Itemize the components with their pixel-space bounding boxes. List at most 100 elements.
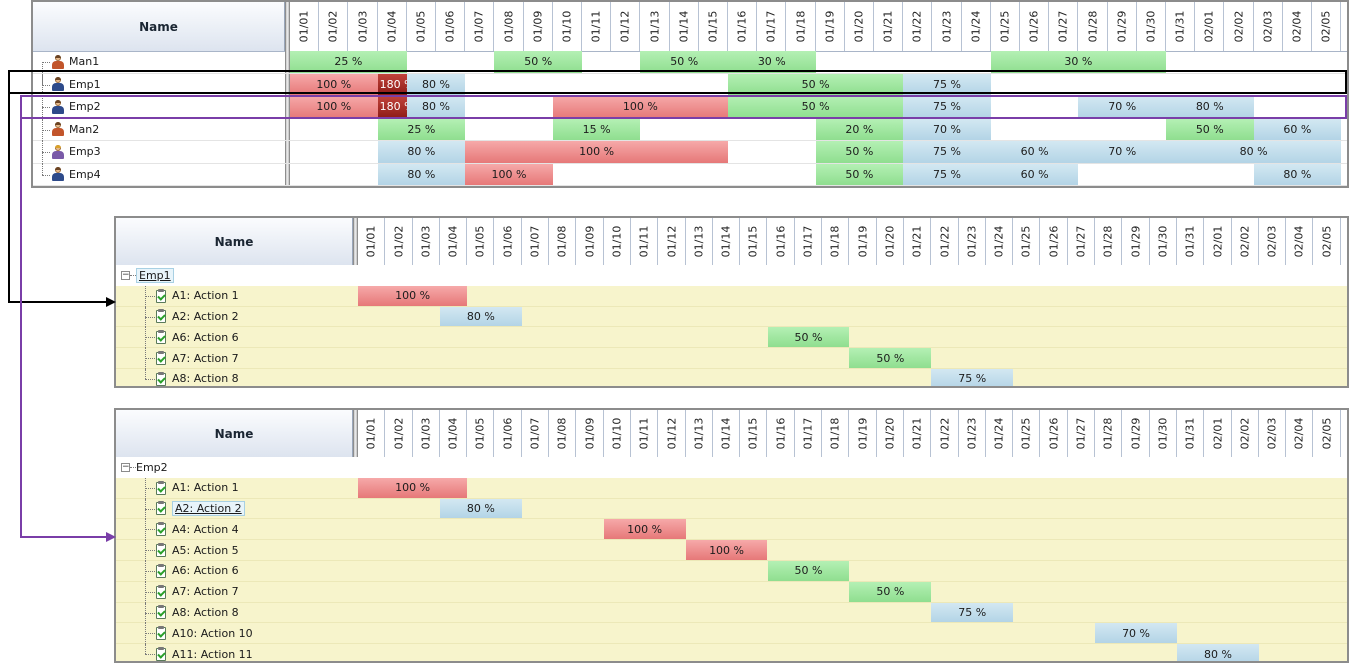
allocation-bar[interactable]: 75 % xyxy=(903,73,991,95)
allocation-bar[interactable]: 80 % xyxy=(406,96,466,118)
task-label[interactable]: A5: Action 5 xyxy=(154,540,239,560)
resource-label[interactable]: Emp4 xyxy=(51,164,101,186)
allocation-bar[interactable]: 100 % xyxy=(290,73,378,95)
allocation-bar[interactable]: 50 % xyxy=(767,327,850,348)
resource-label[interactable]: Man2 xyxy=(51,119,99,141)
task-row[interactable]: A8: Action 8 75 % xyxy=(116,369,1347,386)
task-label[interactable]: A2: Action 2 xyxy=(154,307,239,327)
allocation-bar[interactable]: 100 % xyxy=(358,285,468,306)
resource-label[interactable]: Man1 xyxy=(51,51,99,73)
allocation-bar[interactable]: 50 % xyxy=(849,348,932,368)
allocation-bar[interactable]: 100 % xyxy=(290,96,378,118)
resource-label[interactable]: Emp3 xyxy=(51,141,101,163)
allocation-bar[interactable]: 100 % xyxy=(552,96,728,118)
allocation-bar[interactable]: 80 % xyxy=(1177,644,1259,661)
task-row[interactable]: A2: Action 2 80 % xyxy=(116,498,1347,520)
allocation-bar[interactable]: 75 % xyxy=(903,163,991,185)
allocation-bar[interactable]: 80 % xyxy=(1253,163,1342,185)
allocation-bar[interactable]: 50 % xyxy=(640,51,728,73)
task-label[interactable]: A8: Action 8 xyxy=(154,603,239,623)
grid-splitter[interactable] xyxy=(285,2,290,186)
allocation-bar[interactable]: 75 % xyxy=(931,602,1014,623)
allocation-bar[interactable]: 100 % xyxy=(465,141,728,163)
collapse-toggle-icon[interactable]: − xyxy=(121,462,130,472)
overview-row-emp3[interactable]: Emp3 80 % 100 % 50 % 75 % 60 % 70 % 80 % xyxy=(33,141,1347,164)
resource-label[interactable]: Emp1 xyxy=(51,74,101,96)
name-column-header[interactable]: Name xyxy=(33,2,285,51)
allocation-bar[interactable]: 15 % xyxy=(552,118,641,140)
task-label[interactable]: A6: Action 6 xyxy=(154,327,239,347)
task-row[interactable]: A11: Action 11 80 % xyxy=(116,644,1347,661)
task-row[interactable]: A7: Action 7 50 % xyxy=(116,348,1347,369)
allocation-bar[interactable]: 60 % xyxy=(1253,118,1342,140)
allocation-bar[interactable]: 50 % xyxy=(815,141,904,163)
allocation-bar[interactable]: 50 % xyxy=(1166,118,1254,140)
allocation-bar[interactable]: 80 % xyxy=(377,163,466,185)
allocation-bar[interactable]: 70 % xyxy=(1078,141,1166,163)
task-row[interactable]: A8: Action 8 75 % xyxy=(116,602,1347,624)
task-label[interactable]: A11: Action 11 xyxy=(154,644,253,661)
allocation-bar[interactable]: 50 % xyxy=(767,561,850,581)
task-label[interactable]: A7: Action 7 xyxy=(154,582,239,602)
task-row[interactable]: A2: Action 2 80 % xyxy=(116,306,1347,328)
task-row[interactable]: A5: Action 5 100 % xyxy=(116,540,1347,561)
allocation-bar[interactable]: 100 % xyxy=(603,519,686,540)
allocation-bar[interactable]: 50 % xyxy=(849,581,932,602)
task-row[interactable]: A6: Action 6 50 % xyxy=(116,561,1347,582)
task-row[interactable]: A1: Action 1 100 % xyxy=(116,285,1347,307)
allocation-bar[interactable]: 75 % xyxy=(903,96,991,118)
task-label[interactable]: A1: Action 1 xyxy=(154,478,239,498)
allocation-bar[interactable]: 70 % xyxy=(903,118,991,140)
allocation-bar[interactable]: 80 % xyxy=(439,498,522,519)
task-row[interactable]: A7: Action 7 50 % xyxy=(116,581,1347,603)
allocation-bar[interactable]: 70 % xyxy=(1078,96,1166,118)
allocation-bar[interactable]: 70 % xyxy=(1095,623,1177,644)
allocation-bar[interactable]: 80 % xyxy=(439,306,522,327)
allocation-bar[interactable]: 30 % xyxy=(728,51,816,73)
allocation-bar[interactable]: 50 % xyxy=(494,51,582,73)
task-row[interactable]: A4: Action 4 100 % xyxy=(116,519,1347,541)
allocation-bar[interactable]: 50 % xyxy=(728,73,904,95)
task-label[interactable]: A7: Action 7 xyxy=(154,348,239,368)
task-label[interactable]: A2: Action 2 xyxy=(154,499,245,519)
task-row[interactable]: A1: Action 1 100 % xyxy=(116,477,1347,499)
task-row[interactable]: A6: Action 6 50 % xyxy=(116,327,1347,349)
allocation-bar[interactable]: 60 % xyxy=(990,163,1079,185)
allocation-bar[interactable]: 20 % xyxy=(815,118,904,140)
allocation-bar[interactable]: 80 % xyxy=(406,73,466,95)
task-label[interactable]: A6: Action 6 xyxy=(154,561,239,581)
allocation-bar[interactable]: 100 % xyxy=(358,477,468,498)
day-label: 01/16 xyxy=(735,10,749,43)
group-row-emp2[interactable]: − Emp2 xyxy=(116,457,1347,478)
allocation-bar[interactable]: 75 % xyxy=(931,369,1014,386)
allocation-bar[interactable]: 80 % xyxy=(1166,96,1254,118)
allocation-bar[interactable]: 60 % xyxy=(990,141,1079,163)
allocation-bar[interactable]: 50 % xyxy=(815,163,904,185)
overview-row-emp4[interactable]: Emp4 80 % 100 % 50 % 75 % 60 % 80 % xyxy=(33,163,1347,186)
allocation-bar[interactable]: 25 % xyxy=(290,51,407,73)
allocation-bar[interactable]: 80 % xyxy=(377,141,466,163)
allocation-bar[interactable]: 30 % xyxy=(990,51,1166,73)
task-label[interactable]: A1: Action 1 xyxy=(154,286,239,306)
overview-row-man1[interactable]: Man1 25 % 50 % 50 % 30 % 30 % xyxy=(33,51,1347,85)
group-label[interactable]: Emp2 xyxy=(136,457,168,478)
group-label[interactable]: Emp1 xyxy=(136,265,174,286)
task-label[interactable]: A10: Action 10 xyxy=(154,623,253,643)
group-row-emp1[interactable]: − Emp1 xyxy=(116,265,1347,286)
task-label[interactable]: A8: Action 8 xyxy=(154,369,239,386)
name-column-header[interactable]: Name xyxy=(116,218,353,265)
day-label: 01/03 xyxy=(355,10,369,43)
allocation-bar[interactable]: 50 % xyxy=(728,96,904,118)
allocation-bar[interactable]: 180 % xyxy=(377,96,407,118)
allocation-bar[interactable]: 75 % xyxy=(903,141,991,163)
allocation-bar[interactable]: 25 % xyxy=(377,118,466,140)
task-row[interactable]: A10: Action 10 70 % xyxy=(116,623,1347,645)
allocation-bar[interactable]: 180 % xyxy=(377,73,407,95)
name-column-header[interactable]: Name xyxy=(116,410,353,457)
collapse-toggle-icon[interactable]: − xyxy=(121,270,130,280)
task-label[interactable]: A4: Action 4 xyxy=(154,519,239,539)
allocation-bar[interactable]: 80 % xyxy=(1166,141,1342,163)
allocation-bar[interactable]: 100 % xyxy=(685,540,768,560)
allocation-bar[interactable]: 100 % xyxy=(465,163,553,185)
overview-row-man2[interactable]: Man2 25 % 15 % 20 % 70 % 50 % 60 % xyxy=(33,118,1347,141)
